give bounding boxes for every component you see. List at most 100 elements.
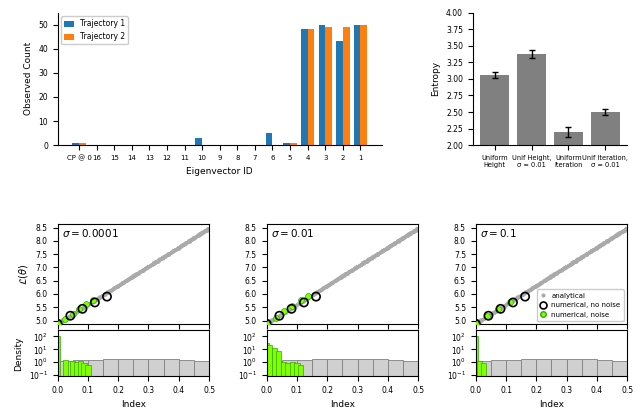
Point [273, 313, 284, 319]
Point [617, 229, 627, 236]
Bar [271, 348, 277, 418]
Point [346, 268, 356, 275]
Point [180, 240, 190, 246]
Point [520, 289, 531, 296]
Bar [298, 365, 303, 418]
Point [164, 250, 174, 256]
Point [173, 244, 183, 250]
Point [508, 298, 518, 305]
Point [570, 257, 580, 264]
Point [163, 250, 173, 257]
Point [378, 246, 388, 252]
Point [166, 249, 176, 256]
Point [497, 303, 508, 310]
Point [499, 302, 509, 309]
Point [534, 280, 544, 287]
Point [598, 238, 609, 245]
Point [621, 225, 631, 232]
Point [564, 261, 575, 268]
Point [549, 270, 559, 277]
Point [200, 227, 210, 233]
Point [95, 293, 106, 300]
Point [336, 272, 346, 278]
Point [524, 286, 534, 293]
Point [331, 277, 341, 283]
Point [99, 292, 109, 298]
Point [571, 258, 581, 265]
Point [614, 230, 625, 237]
Point [369, 252, 380, 259]
Point [118, 279, 129, 285]
Point [264, 320, 274, 326]
Point [358, 260, 368, 266]
Point [119, 278, 129, 285]
Point [476, 317, 486, 324]
Point [188, 235, 198, 242]
Bar [164, 359, 179, 418]
Point [413, 225, 423, 232]
Point [612, 232, 622, 238]
Point [385, 243, 396, 250]
Point [128, 273, 138, 280]
Point [481, 313, 492, 320]
Point [68, 311, 79, 317]
Point [412, 226, 422, 232]
Point [92, 296, 102, 303]
Point [125, 274, 136, 281]
Point [203, 225, 213, 232]
Point [576, 253, 586, 260]
Point [571, 258, 581, 265]
Point [371, 250, 381, 257]
Point [278, 309, 289, 316]
Point [177, 241, 188, 248]
Point [188, 234, 198, 241]
Point [536, 280, 546, 286]
Point [283, 306, 293, 313]
Point [335, 274, 345, 281]
Point [483, 314, 493, 321]
Point [59, 316, 69, 322]
Point [538, 278, 548, 285]
Point [310, 289, 321, 296]
Point [116, 280, 126, 287]
Point [348, 267, 358, 273]
Point [482, 313, 492, 319]
Point [60, 316, 70, 323]
Point [127, 273, 138, 280]
Point [514, 293, 524, 300]
Point [317, 285, 328, 292]
Point [269, 316, 280, 322]
Point [367, 254, 377, 261]
Point [76, 306, 86, 312]
Point [589, 245, 599, 252]
Point [520, 289, 530, 296]
Point [527, 285, 537, 292]
Point [395, 236, 405, 243]
Point [68, 311, 78, 317]
Point [549, 270, 559, 277]
Point [194, 231, 204, 238]
Point [66, 312, 76, 319]
Point [70, 309, 80, 316]
Point [165, 249, 175, 256]
Point [62, 314, 72, 321]
Point [358, 259, 369, 266]
Point [406, 229, 417, 236]
Point [495, 305, 506, 312]
Point [566, 260, 576, 267]
Point [528, 284, 538, 291]
Point [606, 236, 616, 242]
Point [367, 255, 377, 261]
Point [620, 225, 630, 232]
Point [484, 312, 494, 319]
Point [88, 298, 98, 305]
Point [311, 289, 321, 296]
Point [580, 251, 591, 258]
Bar [88, 360, 103, 418]
Point [145, 262, 156, 268]
Point [611, 232, 621, 238]
Point [401, 232, 411, 238]
Point [362, 258, 372, 265]
Point [300, 297, 310, 303]
Point [174, 245, 184, 252]
